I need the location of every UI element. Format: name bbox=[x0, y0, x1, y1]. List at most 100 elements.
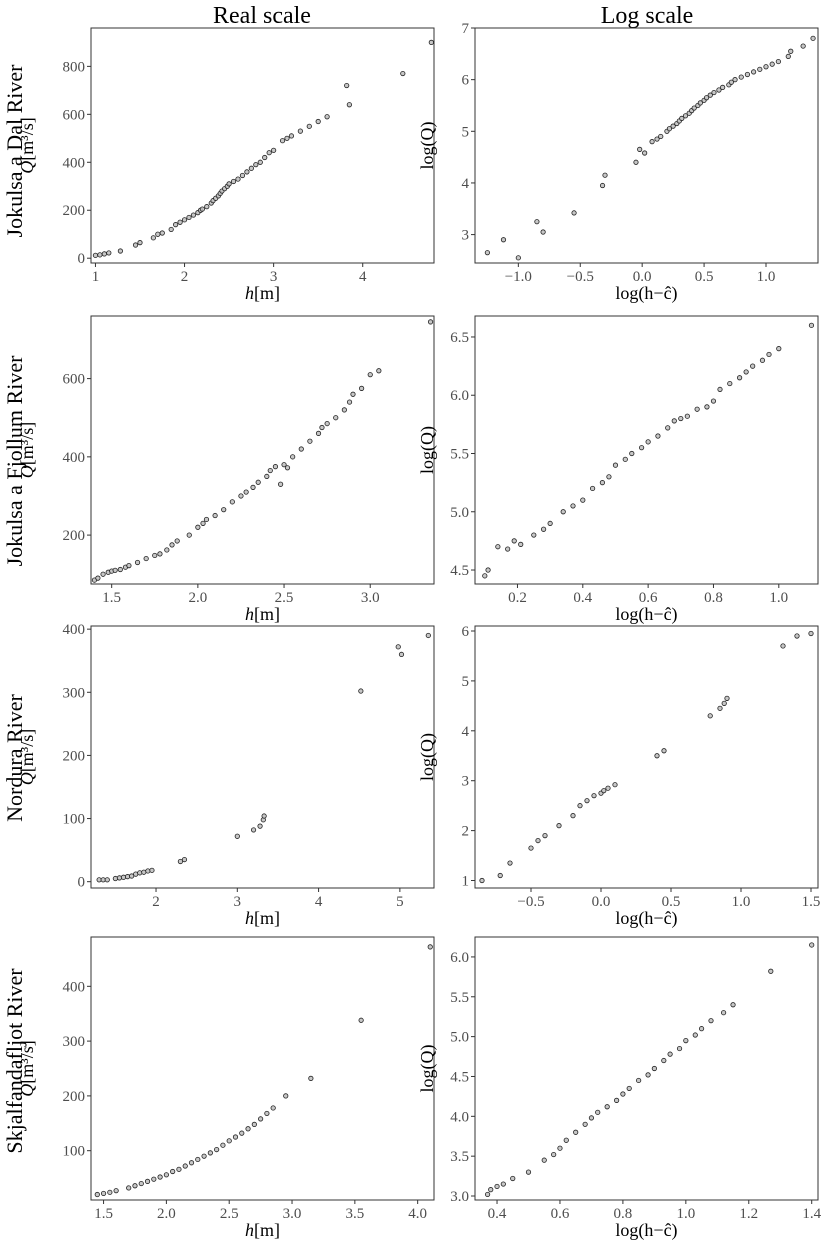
data-point bbox=[149, 867, 155, 873]
chart-panels: 1 2 3 4 0 200 400 600 800 h[m] Q[m³/s] −1.0 −0.5 0.0 0… bbox=[17, 21, 822, 1241]
data-point bbox=[691, 105, 697, 111]
data-point bbox=[164, 547, 170, 553]
data-point bbox=[692, 1032, 698, 1038]
data-point bbox=[145, 868, 151, 874]
data-point bbox=[542, 832, 548, 839]
y-tick-label: 6 bbox=[462, 624, 470, 640]
panel-frame bbox=[474, 936, 819, 1201]
data-point bbox=[157, 551, 163, 557]
data-point bbox=[177, 858, 184, 865]
y-tick-label: 100 bbox=[63, 812, 86, 828]
data-point bbox=[605, 785, 611, 791]
data-point bbox=[698, 1026, 705, 1032]
data-point bbox=[601, 788, 607, 794]
data-point bbox=[201, 1153, 207, 1159]
data-point bbox=[297, 128, 303, 134]
y-tick-label: 0 bbox=[78, 875, 86, 891]
data-point bbox=[678, 415, 684, 422]
panel-7-real: 1.5 2.0 2.5 3.0 3.5 4.0 100 200 300 400 h[m] Q[m³/s… bbox=[17, 936, 435, 1240]
data-point bbox=[488, 1187, 494, 1193]
data-point bbox=[727, 380, 733, 387]
data-point bbox=[155, 231, 161, 237]
x-axis-label: log(h−ĉ) bbox=[615, 908, 677, 929]
data-point bbox=[97, 252, 103, 258]
data-point bbox=[602, 172, 608, 178]
data-point bbox=[577, 803, 583, 809]
y-tick-label: 3.0 bbox=[450, 1189, 469, 1205]
data-point bbox=[204, 204, 210, 210]
data-point bbox=[132, 242, 139, 248]
y-tick-label: 5 bbox=[462, 124, 470, 140]
data-point bbox=[571, 210, 577, 216]
data-point bbox=[679, 115, 685, 121]
data-point bbox=[500, 1181, 506, 1187]
data-point bbox=[599, 182, 606, 189]
y-axis-label: Q[m³/s] bbox=[17, 422, 37, 478]
data-point bbox=[186, 214, 192, 221]
data-point bbox=[284, 135, 290, 141]
panel-4-log: 0.2 0.4 0.6 0.8 1.0 4.5 5.0 5.5 6.0 6.5 log(h−ĉ) lo… bbox=[417, 315, 819, 625]
x-tick-label: 4.0 bbox=[408, 1206, 427, 1222]
data-point bbox=[651, 1065, 657, 1072]
x-tick-label: 1.4 bbox=[802, 1206, 821, 1222]
y-tick-label: 1 bbox=[462, 874, 470, 890]
data-point bbox=[134, 559, 141, 566]
data-point bbox=[358, 1017, 364, 1023]
data-point bbox=[94, 1191, 100, 1198]
data-point bbox=[277, 481, 284, 487]
data-point bbox=[612, 462, 619, 468]
y-tick-label: 3 bbox=[462, 774, 470, 790]
data-point bbox=[425, 632, 431, 639]
data-point bbox=[658, 133, 664, 140]
data-point bbox=[511, 538, 517, 544]
data-point bbox=[637, 146, 643, 152]
x-axis-label: log(h−ĉ) bbox=[615, 604, 677, 625]
data-point bbox=[257, 823, 263, 829]
x-tick-label: 3.0 bbox=[283, 1206, 302, 1222]
data-point bbox=[221, 507, 227, 513]
data-point bbox=[358, 688, 364, 694]
y-tick-label: 400 bbox=[63, 450, 86, 466]
data-point bbox=[306, 123, 312, 129]
data-point bbox=[666, 126, 673, 132]
data-point bbox=[591, 793, 597, 799]
data-point bbox=[759, 357, 766, 363]
data-point bbox=[732, 77, 738, 83]
panel-5-real: 2 3 4 5 0 100 200 300 400 h[m] Q[m³/s] bbox=[17, 622, 435, 928]
data-point bbox=[116, 875, 123, 881]
column-title-real-scale: Real scale bbox=[213, 3, 311, 29]
data-point bbox=[427, 944, 433, 950]
data-point bbox=[788, 48, 794, 54]
panel-frame bbox=[474, 625, 819, 889]
data-point bbox=[144, 1178, 151, 1184]
data-point bbox=[720, 1010, 727, 1016]
data-point bbox=[255, 479, 261, 485]
data-point bbox=[810, 35, 816, 41]
data-point bbox=[199, 206, 205, 212]
data-point bbox=[707, 92, 713, 98]
data-point bbox=[245, 1126, 251, 1132]
data-point bbox=[738, 74, 744, 80]
panel-1-real: 1 2 3 4 0 200 400 600 800 h[m] Q[m³/s] bbox=[17, 27, 435, 303]
data-point bbox=[775, 58, 781, 65]
data-point bbox=[580, 497, 586, 503]
column-title-log-scale: Log scale bbox=[601, 3, 694, 29]
data-point bbox=[704, 404, 710, 410]
data-point bbox=[264, 1110, 270, 1117]
data-point bbox=[768, 968, 774, 974]
data-point bbox=[315, 430, 322, 436]
y-tick-label: 200 bbox=[63, 748, 86, 764]
data-point bbox=[239, 172, 246, 179]
data-point bbox=[736, 375, 743, 381]
y-axis-label: log(Q) bbox=[417, 1045, 438, 1093]
x-tick-label: 1 bbox=[92, 269, 100, 285]
y-tick-label: 800 bbox=[63, 59, 86, 75]
data-point bbox=[557, 1145, 563, 1151]
data-point bbox=[281, 462, 287, 468]
data-point bbox=[636, 1077, 642, 1084]
data-point bbox=[173, 222, 179, 228]
data-point bbox=[670, 123, 676, 129]
x-axis-label: log(h−ĉ) bbox=[615, 1220, 677, 1241]
x-tick-label: 0.6 bbox=[551, 1206, 570, 1222]
data-point bbox=[324, 420, 330, 427]
